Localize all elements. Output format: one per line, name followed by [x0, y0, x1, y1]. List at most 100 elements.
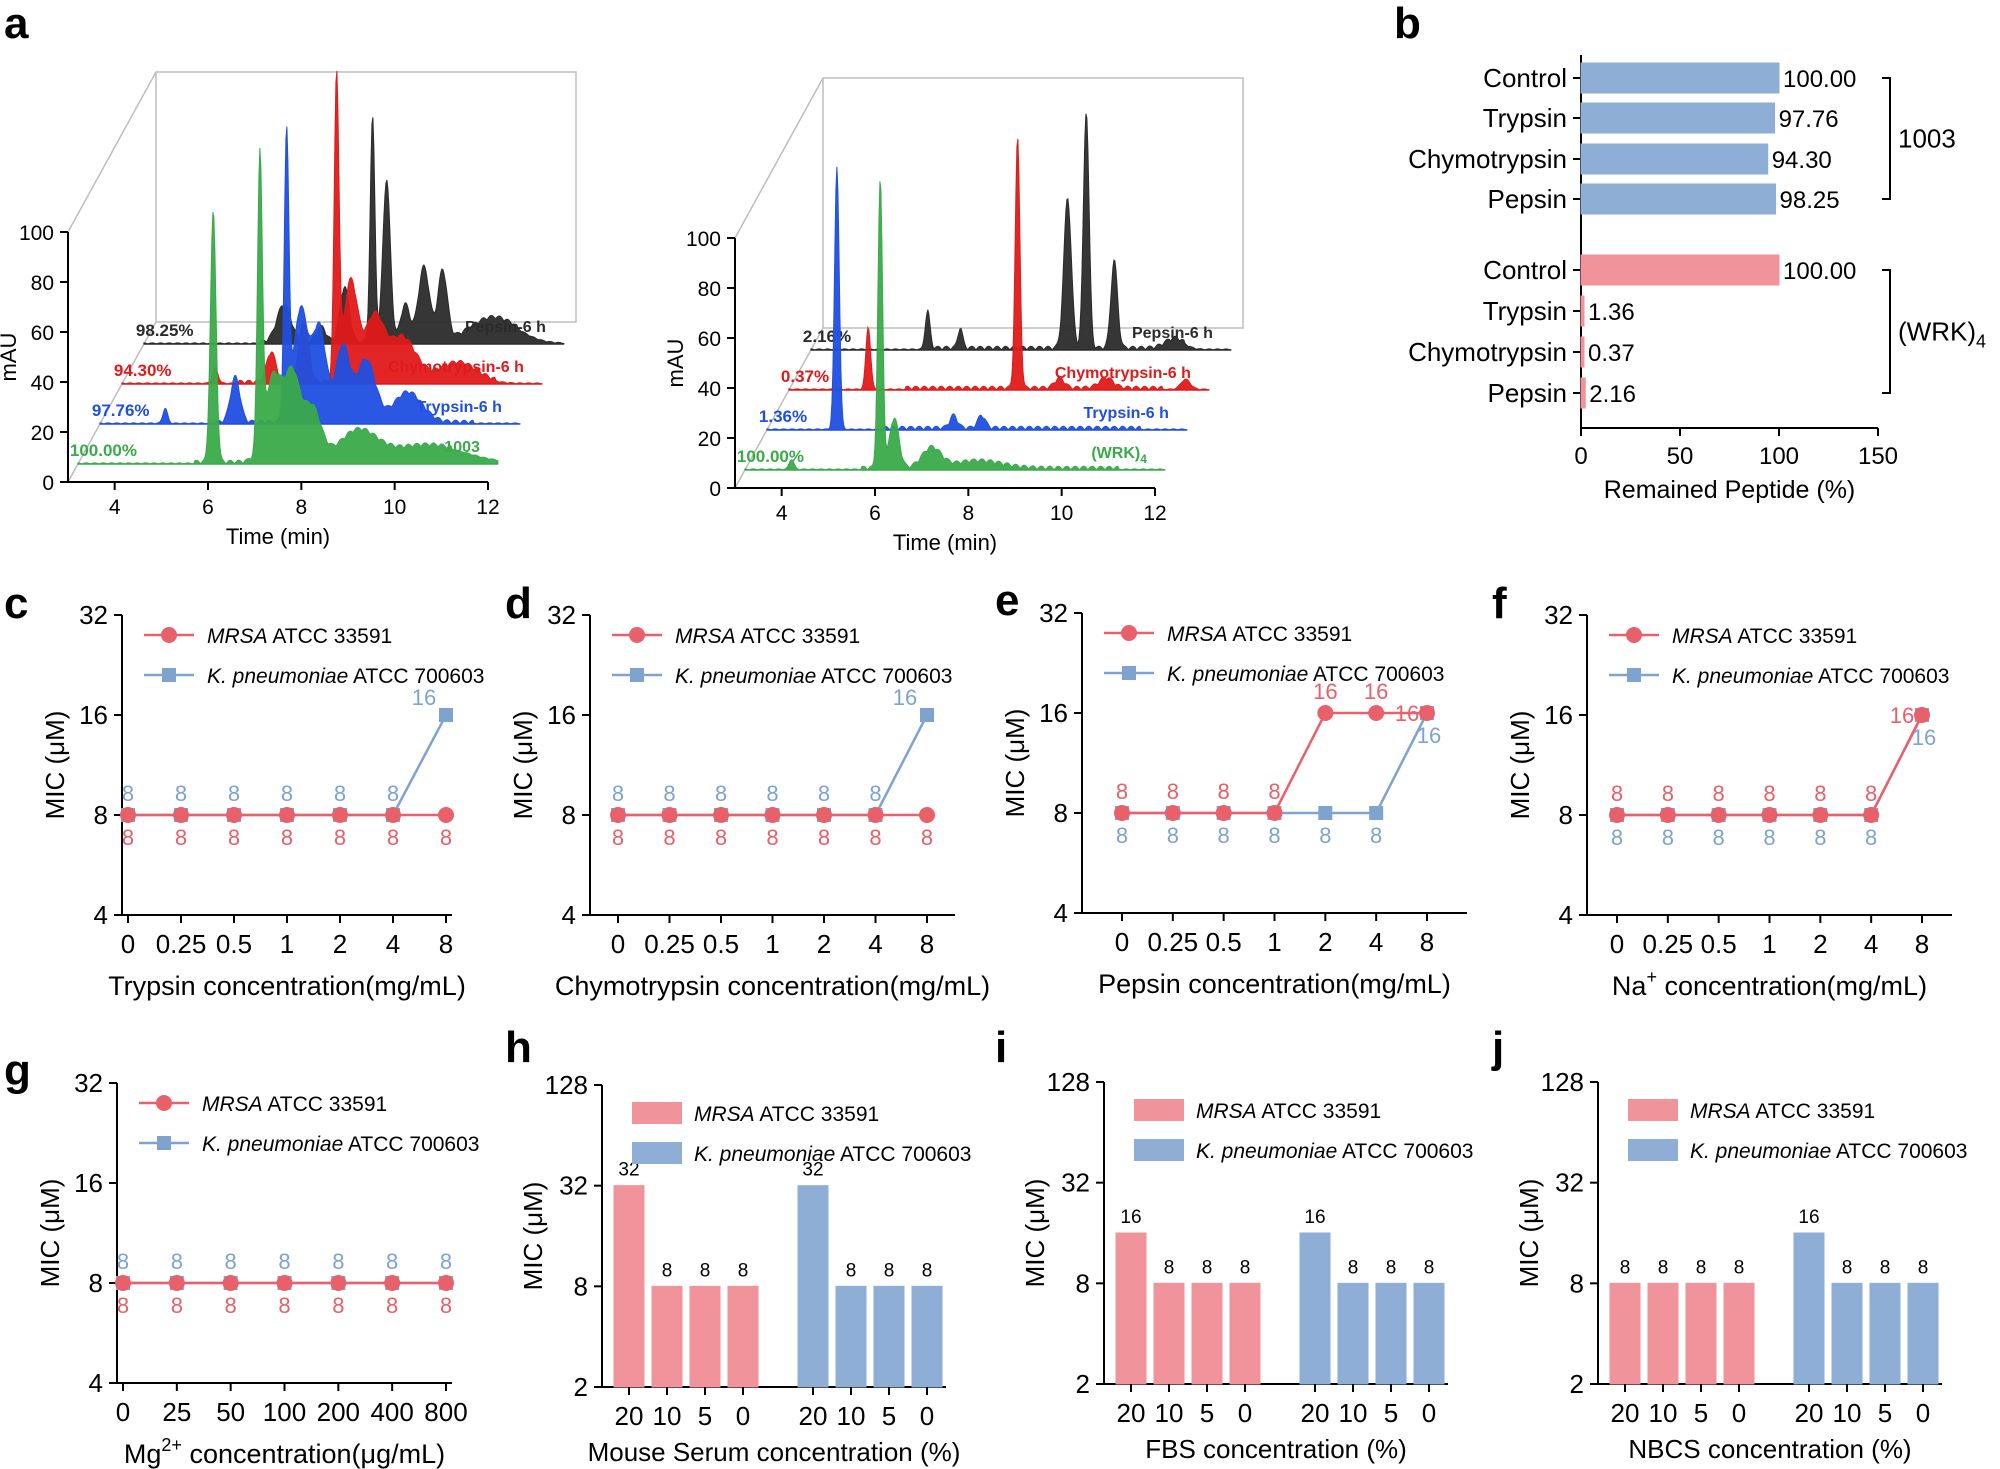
series-label: 1003	[444, 439, 480, 456]
bar	[1191, 1282, 1223, 1385]
legend-marker	[162, 668, 176, 682]
series-label: (WRK)4	[1091, 445, 1147, 466]
data-point	[1368, 705, 1385, 721]
panel-letter-g: g	[4, 1046, 31, 1095]
percent-label: 98.25%	[136, 321, 194, 340]
y-tick-label: 0	[709, 478, 721, 501]
value-label: 8	[846, 1260, 857, 1281]
x-tick-label: 4	[386, 929, 400, 959]
bar	[1580, 102, 1776, 134]
value-label: 8	[1842, 1257, 1853, 1278]
x-tick-label: 0	[920, 1401, 934, 1431]
chromatogram-Chymotrypsin-6 h	[121, 70, 543, 385]
legend-rest: ATCC 700603	[1308, 663, 1444, 686]
series-label: Pepsin-6 h	[465, 319, 546, 336]
y-tick-label: 2	[1570, 1369, 1584, 1399]
y-tick-label: 8	[1570, 1268, 1584, 1298]
data-point	[1659, 807, 1676, 823]
bar	[1299, 1232, 1331, 1385]
mic-bar-chart-h: 2 8 32 128 MIC (μM) 32 20 8 10 8 5 8 0 MRSA ATCC 3359…	[518, 1070, 971, 1467]
y-tick-label: 32	[1039, 598, 1068, 628]
x-title-main: Mg	[124, 1439, 162, 1469]
value-label: 8	[818, 781, 830, 806]
legend-rest: ATCC 33591	[755, 1103, 880, 1126]
x-tick-label: 5	[1200, 1398, 1214, 1428]
mic-line-chart-c: 4 8 16 32 MIC (μM) 0 0.25 0.5 1 2 4 8 Trypsin concen…	[40, 600, 484, 1001]
value-label: 8	[1116, 779, 1128, 804]
group-name: (WRK)	[1898, 317, 1976, 347]
value-label: 8	[700, 1260, 711, 1281]
bar	[1580, 377, 1586, 409]
legend-marker	[1122, 666, 1136, 680]
value-label: 32	[618, 1160, 639, 1181]
legend-marker	[156, 1095, 172, 1111]
value-label: 16	[1890, 703, 1914, 728]
x-tick-label: 20	[1117, 1398, 1146, 1428]
legend-italic: MRSA	[202, 1093, 263, 1116]
x-title-rest: concentration(μg/mL)	[182, 1439, 445, 1469]
category-label: Pepsin	[1488, 184, 1568, 214]
legend-italic: K. pneumoniae	[1690, 1140, 1831, 1163]
value-label: 8	[117, 1249, 129, 1274]
value-label: 8	[766, 825, 778, 850]
data-point	[764, 807, 781, 823]
legend-marker	[1121, 625, 1137, 641]
value-label: 100.00	[1783, 66, 1856, 93]
value-label: 8	[1202, 1257, 1213, 1278]
category-label: Control	[1483, 255, 1567, 285]
value-label: 8	[1918, 1257, 1929, 1278]
panel-letter-h: h	[505, 1023, 532, 1072]
x-title-sup: +	[1646, 967, 1657, 987]
x-axis-title: Trypsin concentration(mg/mL)	[108, 971, 466, 1001]
legend-rest: ATCC 33591	[736, 625, 861, 648]
percent-label: 100.00%	[737, 447, 804, 466]
bar	[1580, 254, 1780, 286]
value-label: 16	[893, 685, 917, 710]
y-tick-label: 4	[1559, 900, 1573, 930]
legend-label: MRSA ATCC 33591	[1672, 625, 1857, 648]
value-label: 8	[1611, 825, 1623, 850]
legend-rest: ATCC 33591	[1751, 1100, 1876, 1123]
y-tick-label: 100	[686, 228, 721, 251]
value-label: 8	[387, 825, 399, 850]
y-tick-label: 32	[1555, 1168, 1584, 1198]
legend-italic: K. pneumoniae	[1196, 1140, 1337, 1163]
category-label: Control	[1483, 63, 1567, 93]
x-axis-title: Remained Peptide (%)	[1604, 476, 1856, 504]
x-tick-label: 50	[216, 1397, 245, 1427]
y-tick-label: 32	[74, 1068, 103, 1098]
bar	[1337, 1282, 1369, 1385]
bar	[1685, 1282, 1717, 1385]
value-label: 8	[122, 781, 134, 806]
series-name: 1003	[444, 439, 480, 456]
legend-rest: ATCC 700603	[343, 1133, 479, 1156]
y-axis-title: MIC (μM)	[518, 1182, 548, 1291]
value-label: 8	[869, 781, 881, 806]
x-tick-label: 0.5	[703, 929, 739, 959]
value-label: 8	[766, 781, 778, 806]
y-axis-title: MIC (μM)	[1514, 1179, 1544, 1288]
y-tick-label: 8	[1559, 800, 1573, 830]
x-tick-label: 2	[817, 929, 831, 959]
x-tick-label: 6	[202, 496, 214, 519]
series-name-sub: 4	[1140, 452, 1147, 466]
legend-label: MRSA ATCC 33591	[1196, 1100, 1381, 1123]
value-label: 8	[1218, 823, 1230, 848]
y-axis-title: MIC (μM)	[1020, 1179, 1050, 1288]
legend-rest: ATCC 700603	[816, 665, 952, 688]
y-tick-label: 4	[1054, 898, 1068, 928]
value-label: 8	[1713, 825, 1725, 850]
y-tick-label: 60	[31, 322, 54, 345]
legend-label: MRSA ATCC 33591	[202, 1093, 387, 1116]
legend-rest: ATCC 33591	[263, 1093, 388, 1116]
value-label: 8	[1880, 1257, 1891, 1278]
plot-frame	[67, 71, 577, 483]
x-tick-label: 20	[615, 1401, 644, 1431]
panel-letter-b: b	[1394, 0, 1421, 48]
group-name: 1003	[1898, 124, 1956, 154]
category-label: Chymotrypsin	[1408, 144, 1567, 174]
panel-letter-f: f	[1492, 579, 1507, 628]
bar	[1115, 1232, 1147, 1385]
